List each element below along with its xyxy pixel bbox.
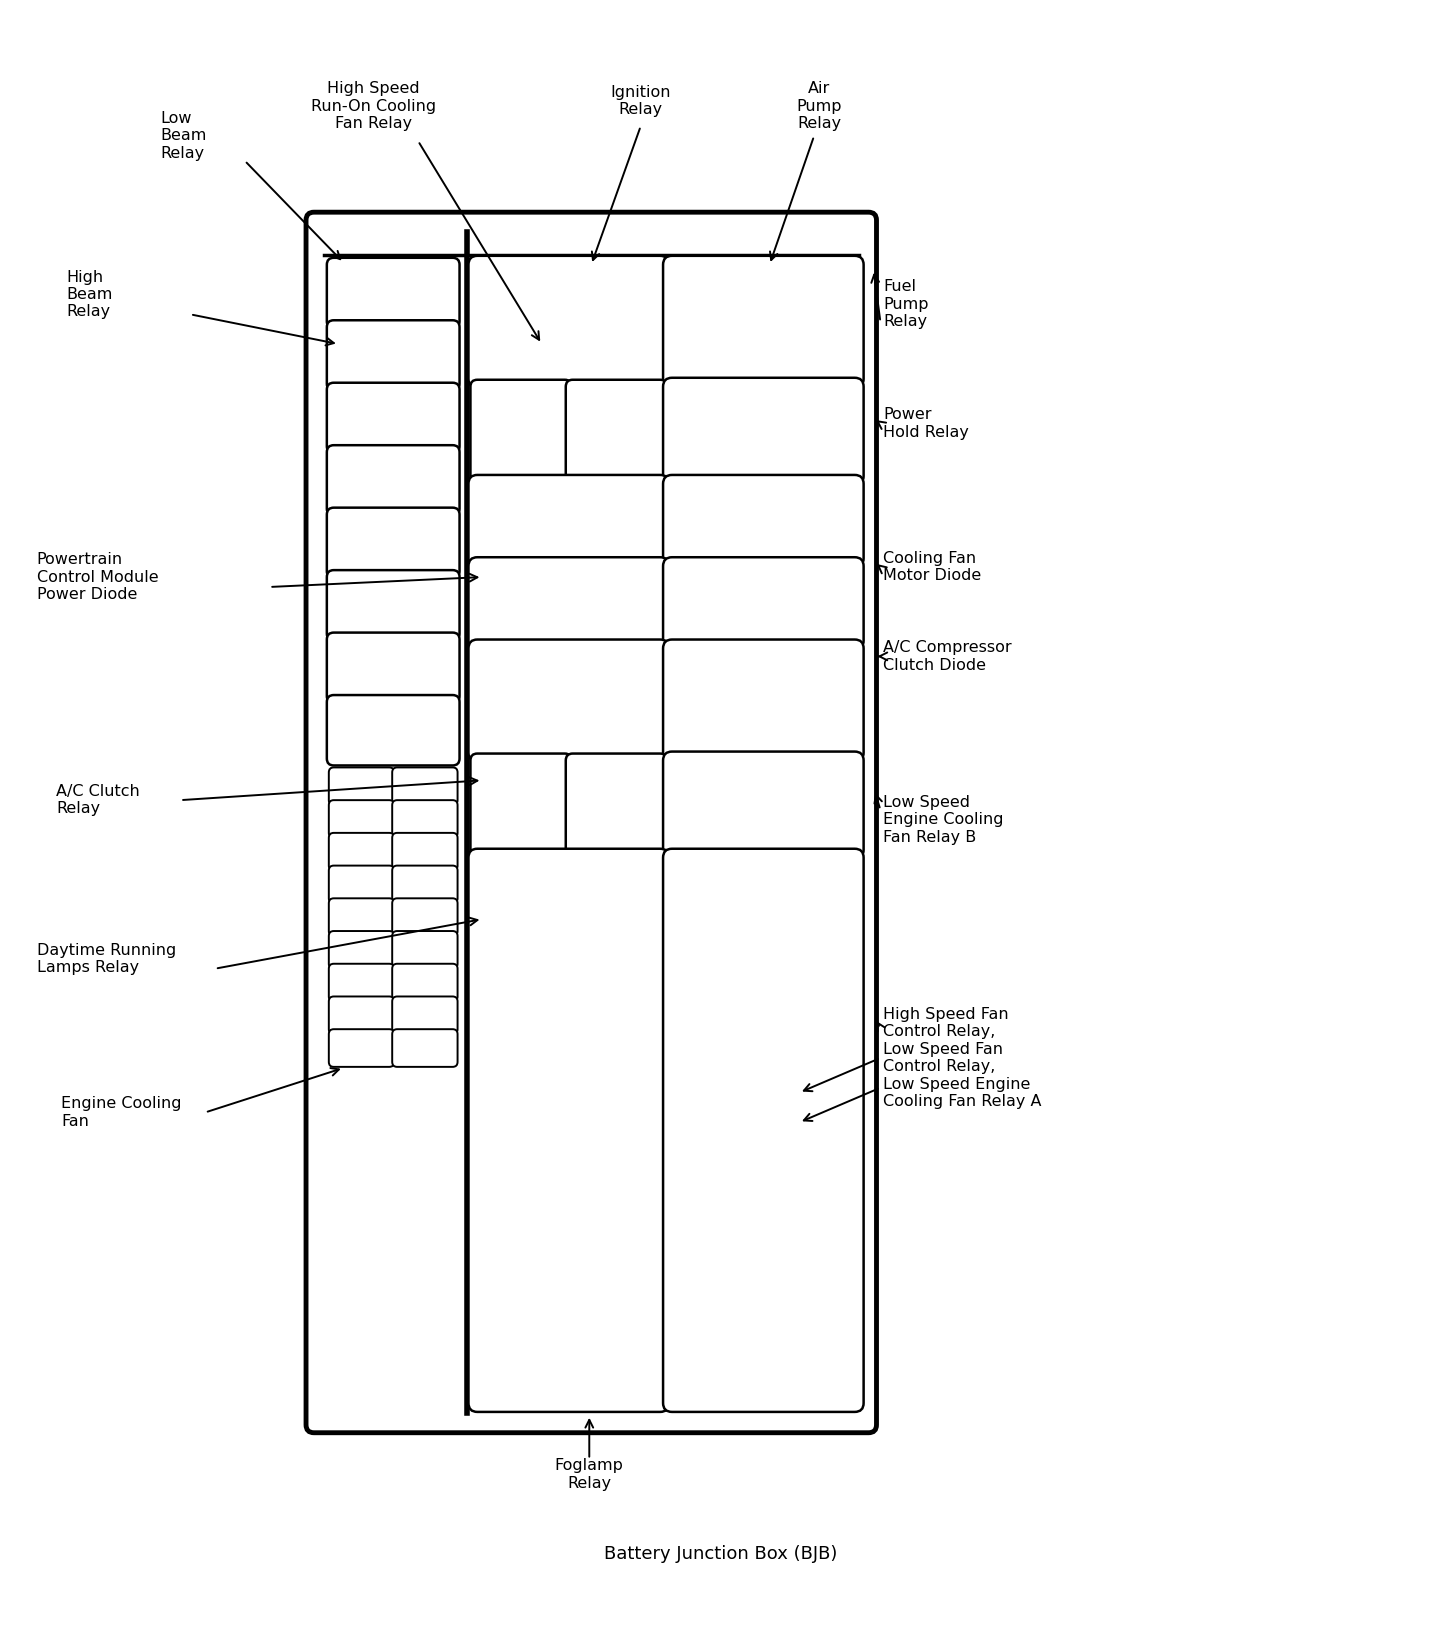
Text: Low Speed
Engine Cooling
Fan Relay B: Low Speed Engine Cooling Fan Relay B xyxy=(883,795,1004,844)
FancyBboxPatch shape xyxy=(469,255,670,388)
FancyBboxPatch shape xyxy=(329,898,394,936)
FancyBboxPatch shape xyxy=(329,800,394,838)
FancyBboxPatch shape xyxy=(306,213,876,1433)
Text: Foglamp
Relay: Foglamp Relay xyxy=(556,1458,623,1490)
Text: A/C Compressor
Clutch Diode: A/C Compressor Clutch Diode xyxy=(883,640,1012,672)
FancyBboxPatch shape xyxy=(392,964,457,1001)
FancyBboxPatch shape xyxy=(566,754,667,857)
FancyBboxPatch shape xyxy=(392,865,457,903)
Text: Low
Beam
Relay: Low Beam Relay xyxy=(160,111,206,160)
Text: A/C Clutch
Relay: A/C Clutch Relay xyxy=(56,784,140,816)
FancyBboxPatch shape xyxy=(392,767,457,805)
Text: Fuel
Pump
Relay: Fuel Pump Relay xyxy=(883,280,929,329)
FancyBboxPatch shape xyxy=(326,633,459,703)
FancyBboxPatch shape xyxy=(392,833,457,870)
FancyBboxPatch shape xyxy=(470,380,571,483)
FancyBboxPatch shape xyxy=(469,474,670,568)
Text: High Speed
Run-On Cooling
Fan Relay: High Speed Run-On Cooling Fan Relay xyxy=(310,82,436,131)
FancyBboxPatch shape xyxy=(664,255,863,388)
Text: High Speed Fan
Control Relay,
Low Speed Fan
Control Relay,
Low Speed Engine
Cool: High Speed Fan Control Relay, Low Speed … xyxy=(883,1006,1042,1109)
FancyBboxPatch shape xyxy=(664,378,863,484)
FancyBboxPatch shape xyxy=(326,383,459,453)
FancyBboxPatch shape xyxy=(329,865,394,903)
Text: Battery Junction Box (BJB): Battery Junction Box (BJB) xyxy=(605,1544,838,1562)
FancyBboxPatch shape xyxy=(469,849,670,1412)
Text: Cooling Fan
Motor Diode: Cooling Fan Motor Diode xyxy=(883,551,981,584)
FancyBboxPatch shape xyxy=(329,833,394,870)
FancyBboxPatch shape xyxy=(326,507,459,578)
FancyBboxPatch shape xyxy=(664,474,863,568)
Text: Air
Pump
Relay: Air Pump Relay xyxy=(797,82,841,131)
Text: Ignition
Relay: Ignition Relay xyxy=(610,85,671,118)
FancyBboxPatch shape xyxy=(469,558,670,649)
FancyBboxPatch shape xyxy=(664,751,863,859)
FancyBboxPatch shape xyxy=(326,695,459,766)
Text: Power
Hold Relay: Power Hold Relay xyxy=(883,407,970,440)
FancyBboxPatch shape xyxy=(326,569,459,641)
FancyBboxPatch shape xyxy=(329,996,394,1034)
FancyBboxPatch shape xyxy=(392,931,457,969)
FancyBboxPatch shape xyxy=(329,1029,394,1067)
FancyBboxPatch shape xyxy=(664,558,863,649)
FancyBboxPatch shape xyxy=(392,898,457,936)
FancyBboxPatch shape xyxy=(664,640,863,761)
FancyBboxPatch shape xyxy=(566,380,667,483)
FancyBboxPatch shape xyxy=(326,321,459,391)
FancyBboxPatch shape xyxy=(392,800,457,838)
FancyBboxPatch shape xyxy=(392,996,457,1034)
FancyBboxPatch shape xyxy=(326,258,459,329)
FancyBboxPatch shape xyxy=(326,445,459,515)
Text: High
Beam
Relay: High Beam Relay xyxy=(66,270,113,319)
FancyBboxPatch shape xyxy=(329,964,394,1001)
FancyBboxPatch shape xyxy=(392,1029,457,1067)
FancyBboxPatch shape xyxy=(469,640,670,761)
FancyBboxPatch shape xyxy=(329,767,394,805)
Text: Powertrain
Control Module
Power Diode: Powertrain Control Module Power Diode xyxy=(36,553,159,602)
FancyBboxPatch shape xyxy=(329,931,394,969)
FancyBboxPatch shape xyxy=(664,849,863,1412)
Text: Engine Cooling
Fan: Engine Cooling Fan xyxy=(62,1096,182,1129)
FancyBboxPatch shape xyxy=(470,754,571,857)
Text: Daytime Running
Lamps Relay: Daytime Running Lamps Relay xyxy=(36,942,176,975)
